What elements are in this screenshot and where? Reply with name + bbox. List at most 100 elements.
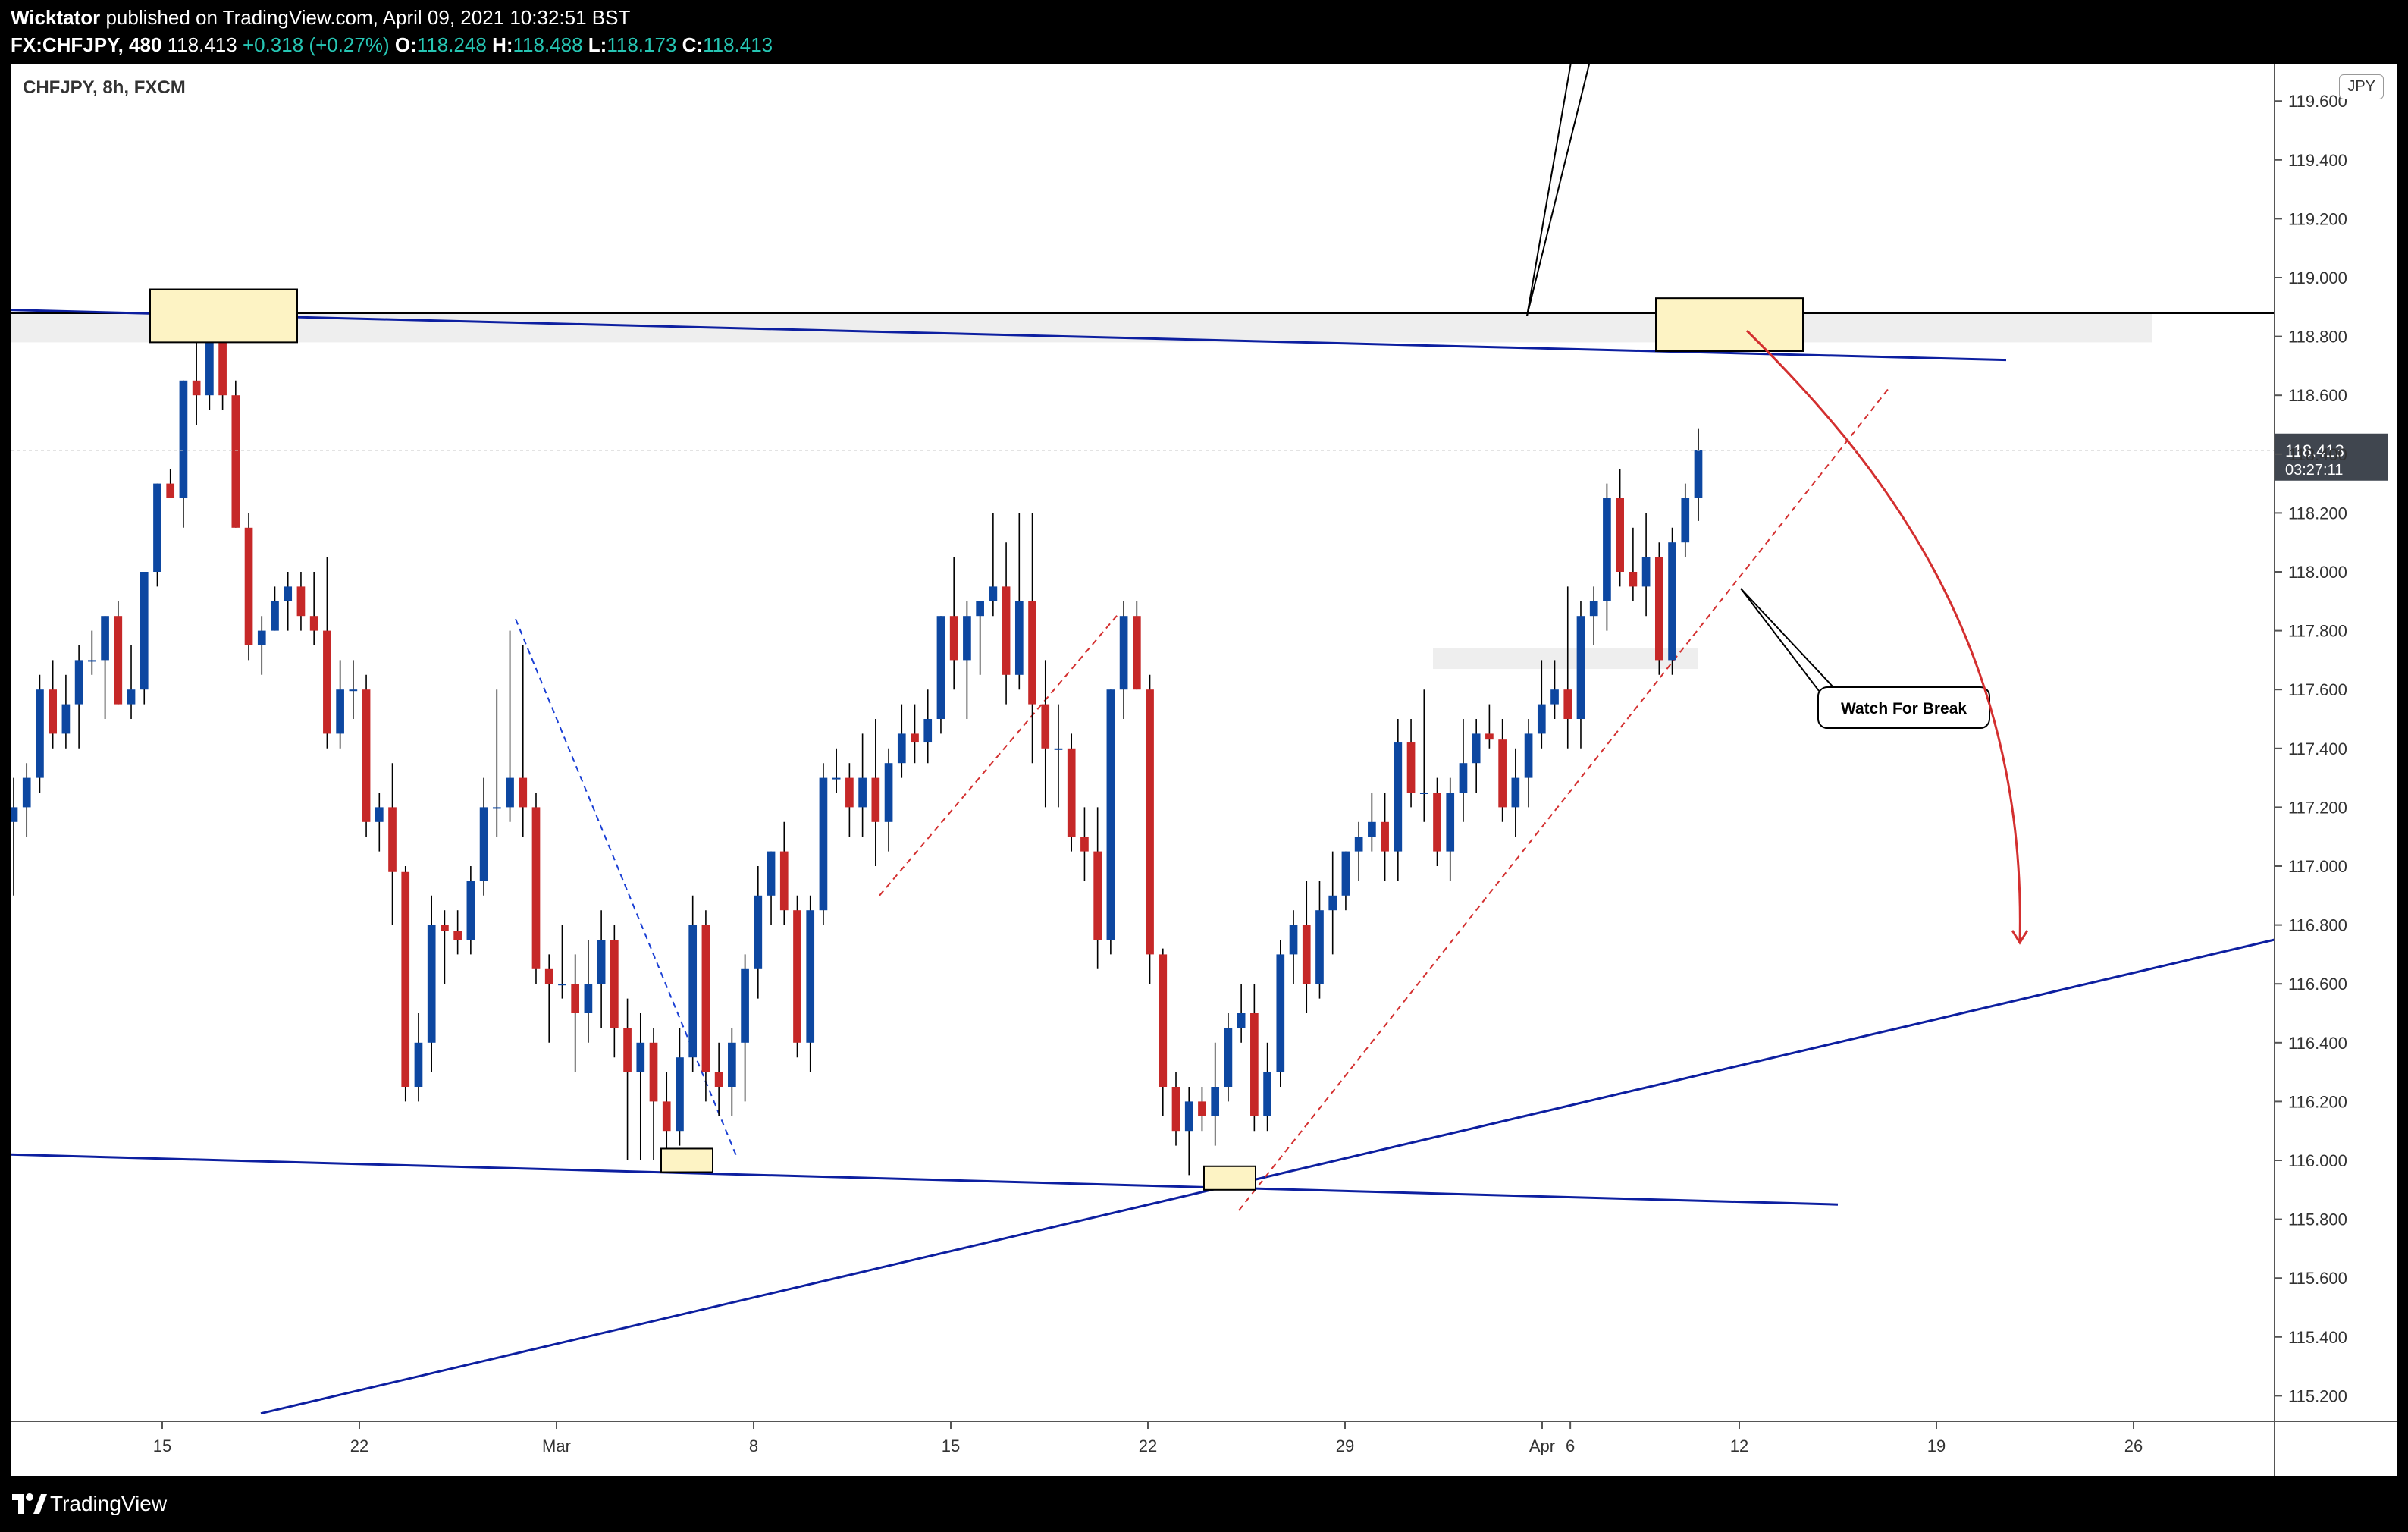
candle	[401, 866, 410, 1102]
time-tick-label: 26	[2124, 1436, 2143, 1455]
candle-body	[649, 1042, 658, 1102]
price-tick-label: 117.000	[2288, 857, 2347, 876]
candle-body	[1198, 1101, 1206, 1116]
candle-body	[1394, 742, 1403, 852]
candle	[701, 910, 710, 1102]
candle	[1394, 719, 1403, 881]
candle	[466, 866, 475, 955]
candle-body	[1093, 851, 1102, 940]
candle-body	[101, 616, 109, 661]
high-value: 118.488	[513, 33, 583, 56]
candle	[1668, 527, 1676, 675]
candle-body	[793, 910, 801, 1043]
candle-body	[492, 807, 501, 809]
candle	[1576, 601, 1585, 749]
candle	[1106, 689, 1115, 955]
candle	[1171, 1072, 1180, 1146]
candle-body	[1459, 763, 1468, 793]
candle	[101, 616, 109, 719]
candle-body	[897, 733, 906, 764]
candle-body	[257, 630, 266, 645]
candle-body	[1629, 572, 1638, 587]
candle-body	[1054, 748, 1063, 750]
candle	[963, 601, 971, 719]
candle-layer	[11, 306, 1703, 1176]
candle-body	[949, 616, 958, 661]
candle	[832, 748, 841, 793]
bottom-trendline	[11, 1153, 1839, 1206]
candle-body	[871, 777, 880, 822]
price-tick-label: 115.800	[2288, 1210, 2347, 1229]
candle	[1537, 660, 1546, 749]
candle-body	[36, 689, 44, 778]
candle-body	[1237, 1013, 1246, 1028]
candle	[11, 777, 18, 896]
candle	[1119, 601, 1128, 719]
candle-body	[1014, 601, 1024, 675]
candle	[728, 1028, 736, 1116]
candle-body	[923, 719, 933, 743]
candle	[140, 572, 149, 705]
candle-body	[544, 968, 553, 984]
candle-body	[271, 601, 279, 631]
candle-body	[1341, 851, 1350, 896]
candle-body	[1537, 704, 1546, 734]
candle-body	[453, 931, 462, 940]
candle-body	[1184, 1101, 1193, 1132]
candle-body	[1328, 895, 1337, 911]
candle-body	[127, 689, 136, 705]
candle-body	[728, 1042, 736, 1087]
candle	[323, 557, 331, 749]
currency-badge[interactable]: JPY	[2339, 74, 2384, 99]
candle-body	[1250, 1013, 1259, 1116]
candle	[1328, 851, 1337, 955]
candle	[349, 660, 358, 719]
zone-box-left-top	[149, 288, 298, 344]
candle	[309, 572, 318, 645]
candle	[1654, 542, 1663, 675]
candle	[584, 940, 593, 1043]
candle	[571, 954, 580, 1072]
chart-area[interactable]: Watch For Break 118.413 03:27:11 119.600 11…	[11, 64, 2397, 1476]
author-name[interactable]: Wicktator	[11, 6, 101, 29]
open-value: 118.248	[416, 33, 487, 56]
candle-body	[284, 586, 293, 601]
candle	[1302, 881, 1311, 1013]
candle	[676, 1028, 684, 1146]
candle-body	[1067, 748, 1076, 837]
candle	[492, 689, 501, 837]
time-tick-label: 22	[350, 1436, 368, 1455]
candle-body	[61, 704, 71, 734]
tradingview-brand[interactable]: TradingView	[50, 1492, 168, 1515]
candle-body	[1080, 837, 1089, 852]
candle-body	[1263, 1072, 1271, 1116]
candle	[1184, 1087, 1193, 1176]
candle-body	[401, 871, 410, 1087]
candle-body	[754, 895, 763, 969]
candle-body	[1368, 821, 1376, 837]
candle	[1354, 821, 1363, 881]
candle	[1603, 483, 1611, 631]
candle-body	[779, 851, 789, 911]
candle	[897, 704, 906, 778]
price-tick-label: 117.600	[2288, 680, 2347, 699]
candle	[88, 630, 96, 675]
close-label: C:	[682, 33, 704, 56]
zone-box-right-top	[1655, 297, 1804, 352]
low-value: 118.173	[607, 33, 677, 56]
candle	[1524, 719, 1533, 808]
candle	[506, 630, 514, 822]
candle	[597, 910, 606, 1028]
candle-body	[1224, 1028, 1233, 1087]
candle	[414, 1013, 423, 1102]
candle-body	[323, 630, 331, 734]
price-tick-label: 118.200	[2288, 504, 2347, 523]
candle	[1550, 660, 1559, 719]
candle	[858, 733, 867, 837]
candle	[1250, 984, 1259, 1132]
overlay-layer: Watch For Break 118.413 03:27:11	[11, 64, 2388, 1191]
uptrend-dashed-line-2	[1238, 388, 1889, 1211]
candle-body	[911, 733, 919, 743]
candle-body	[676, 1057, 684, 1132]
